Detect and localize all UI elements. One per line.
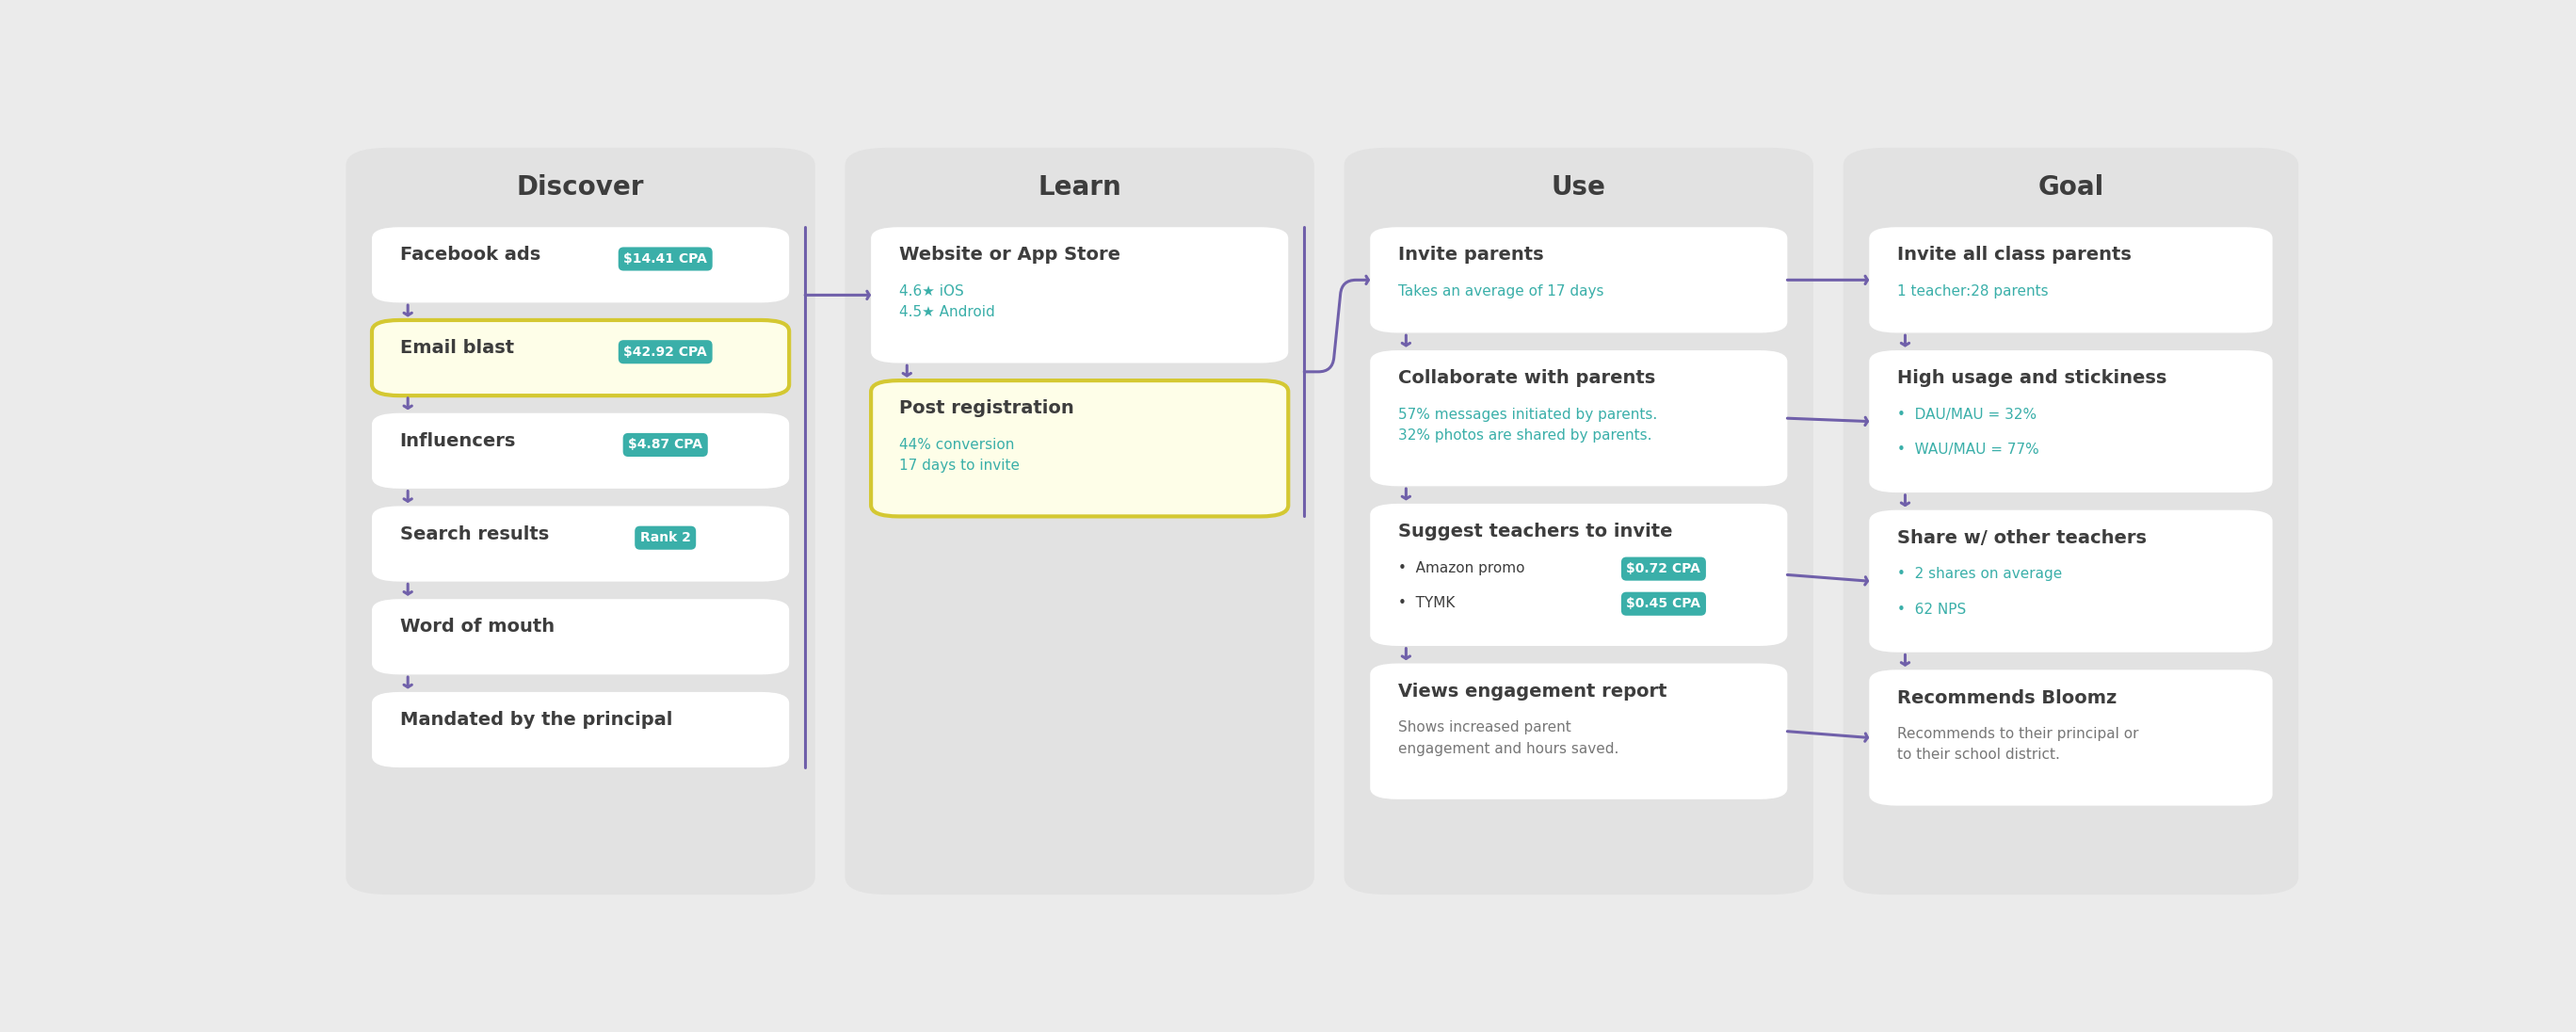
Text: 44% conversion
17 days to invite: 44% conversion 17 days to invite [899,438,1020,473]
Text: Rank 2: Rank 2 [639,531,690,545]
Text: Website or App Store: Website or App Store [899,247,1121,264]
Text: Learn: Learn [1038,174,1121,200]
Text: Recommends Bloomz: Recommends Bloomz [1896,688,2117,707]
Text: Word of mouth: Word of mouth [399,618,554,636]
Text: •  62 NPS: • 62 NPS [1896,603,1965,616]
FancyBboxPatch shape [1870,227,2272,333]
Text: Search results: Search results [399,525,549,543]
Text: Post registration: Post registration [899,399,1074,418]
Text: •  DAU/MAU = 32%: • DAU/MAU = 32% [1896,408,2038,422]
FancyBboxPatch shape [1370,504,1788,646]
Text: $0.45 CPA: $0.45 CPA [1625,598,1700,610]
Text: $14.41 CPA: $14.41 CPA [623,253,708,265]
Text: Suggest teachers to invite: Suggest teachers to invite [1399,523,1672,541]
Text: Goal: Goal [2038,174,2105,200]
Text: Takes an average of 17 days: Takes an average of 17 days [1399,285,1605,298]
FancyBboxPatch shape [1870,350,2272,492]
FancyBboxPatch shape [871,227,1288,363]
Text: Invite parents: Invite parents [1399,247,1543,264]
FancyBboxPatch shape [371,692,788,768]
Text: High usage and stickiness: High usage and stickiness [1896,369,2166,387]
Text: •  WAU/MAU = 77%: • WAU/MAU = 77% [1896,443,2040,456]
Text: 1 teacher:28 parents: 1 teacher:28 parents [1896,285,2048,298]
Text: •  2 shares on average: • 2 shares on average [1896,568,2063,581]
FancyBboxPatch shape [1370,227,1788,333]
FancyBboxPatch shape [1345,148,1814,895]
Text: $4.87 CPA: $4.87 CPA [629,439,703,451]
Text: Mandated by the principal: Mandated by the principal [399,711,672,729]
Text: 4.6★ iOS
4.5★ Android: 4.6★ iOS 4.5★ Android [899,285,994,319]
FancyBboxPatch shape [871,381,1288,516]
Text: Recommends to their principal or
to their school district.: Recommends to their principal or to thei… [1896,727,2138,762]
FancyBboxPatch shape [371,506,788,582]
Text: Share w/ other teachers: Share w/ other teachers [1896,529,2146,547]
FancyBboxPatch shape [1370,350,1788,486]
FancyBboxPatch shape [371,227,788,302]
FancyBboxPatch shape [1870,510,2272,652]
FancyBboxPatch shape [371,599,788,675]
Text: Discover: Discover [518,174,644,200]
Text: •  Amazon promo: • Amazon promo [1399,560,1525,575]
FancyBboxPatch shape [1870,670,2272,806]
Text: Influencers: Influencers [399,432,515,450]
Text: $0.72 CPA: $0.72 CPA [1625,562,1700,576]
FancyBboxPatch shape [1844,148,2298,895]
FancyBboxPatch shape [371,413,788,488]
Text: 57% messages initiated by parents.
32% photos are shared by parents.: 57% messages initiated by parents. 32% p… [1399,408,1656,443]
Text: Invite all class parents: Invite all class parents [1896,247,2130,264]
Text: Email blast: Email blast [399,340,513,357]
Text: •  TYMK: • TYMK [1399,595,1455,610]
Text: Views engagement report: Views engagement report [1399,682,1667,701]
Text: Shows increased parent
engagement and hours saved.: Shows increased parent engagement and ho… [1399,720,1618,755]
Text: Use: Use [1551,174,1605,200]
Text: $42.92 CPA: $42.92 CPA [623,346,708,358]
FancyBboxPatch shape [1370,664,1788,799]
FancyBboxPatch shape [371,320,788,395]
Text: Collaborate with parents: Collaborate with parents [1399,369,1656,387]
FancyBboxPatch shape [345,148,814,895]
Text: Facebook ads: Facebook ads [399,247,541,264]
FancyBboxPatch shape [845,148,1314,895]
